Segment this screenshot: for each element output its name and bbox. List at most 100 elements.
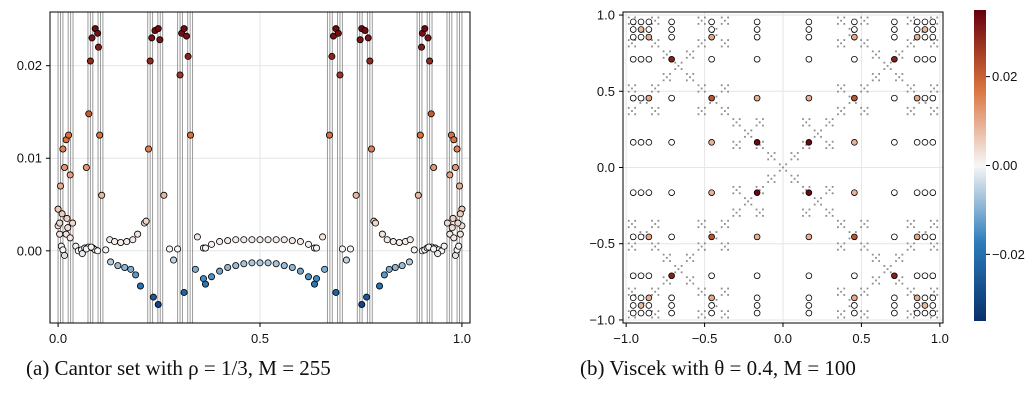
fractal-cell-123 [651, 310, 660, 319]
colorbar-tick-label-1: 0.00 [992, 158, 1017, 173]
fractal-cell-53 [685, 73, 695, 82]
fractal-cell-107 [697, 219, 706, 229]
viscek-point-143 [929, 18, 937, 26]
fractal-cell-122 [627, 287, 637, 296]
viscek-point-80 [805, 55, 813, 63]
cantor-point-146 [426, 57, 434, 65]
fractal-cell-58 [720, 39, 729, 48]
fractal-cell-54 [662, 73, 671, 82]
fractal-cell-51 [685, 50, 695, 59]
panel-a-ticks: 0.0 0.5 1.0 0.00 0.01 0.02 [17, 58, 471, 346]
cantor-point-31 [94, 43, 102, 51]
viscek-point-72 [805, 309, 813, 317]
viscek-point-113 [913, 189, 921, 196]
cantor-point-9 [63, 214, 71, 222]
viscek-point-137 [929, 189, 937, 196]
fractal-cell-63 [651, 39, 660, 48]
cantor-point-121 [366, 57, 374, 65]
viscek-point-49 [708, 302, 715, 309]
viscek-point-51 [708, 272, 715, 280]
viscek-point-64 [753, 233, 761, 241]
cantor-point-182 [58, 210, 66, 218]
colorbar: −0.02 0.00 0.02 [974, 10, 1025, 321]
viscek-point-58 [708, 26, 715, 33]
fractal-cell-19 [802, 208, 811, 217]
cantor-point-58 [166, 245, 174, 253]
fractal-cell-97 [837, 287, 846, 296]
cantor-point-63 [180, 25, 188, 33]
viscek-point-102 [891, 139, 898, 146]
cantor-point-72 [201, 244, 209, 252]
fractal-cell-71 [651, 84, 660, 93]
panel-b-ytick-label-2: 0.0 [597, 160, 615, 175]
cantor-point-27 [86, 57, 94, 65]
cantor-point-51 [148, 34, 156, 42]
viscek-point-81 [805, 33, 813, 41]
cantor-point-112 [332, 288, 340, 296]
cantor-point-167 [455, 182, 463, 190]
cantor-point-57 [160, 191, 168, 199]
viscek-point-43 [668, 94, 675, 102]
cantor-point-130 [389, 238, 397, 246]
viscek-point-39 [668, 272, 675, 280]
cantor-point-87 [201, 280, 209, 288]
viscek-point-74 [805, 294, 813, 302]
cantor-point-8 [61, 163, 69, 171]
cantor-point-97 [280, 262, 288, 270]
panel-b-viscek: −1.0 −0.5 0.0 0.5 1.0 −1.0 −0.5 0.0 0.5 1.0 [589, 8, 949, 346]
viscek-point-23 [637, 18, 645, 26]
cantor-point-80 [264, 236, 272, 244]
fractal-cell-7 [802, 118, 811, 127]
cantor-point-21 [94, 247, 102, 255]
viscek-point-95 [851, 18, 858, 26]
colorbar-ticks: −0.02 0.00 0.02 [986, 69, 1025, 262]
fractal-cell-116 [720, 287, 729, 296]
viscek-point-20 [637, 55, 645, 63]
fractal-cell-68 [720, 106, 729, 116]
cantor-point-56 [154, 300, 162, 308]
panel-b-xtick-label-0: −1.0 [613, 331, 639, 346]
fractal-cell-22 [732, 185, 741, 195]
viscek-point-57 [708, 33, 715, 41]
fractal-cell-11 [755, 118, 764, 127]
fractal-cell-100 [674, 265, 683, 274]
viscek-point-114 [913, 139, 921, 146]
cantor-point-91 [232, 262, 240, 270]
fractal-cell-44 [906, 106, 915, 116]
viscek-point-46 [668, 26, 675, 33]
viscek-point-124 [921, 233, 929, 241]
viscek-point-6 [629, 139, 637, 146]
viscek-point-126 [921, 139, 929, 146]
fractal-cell-75 [883, 265, 892, 274]
viscek-point-92 [851, 55, 858, 63]
viscek-point-94 [851, 26, 858, 33]
fractal-cell-102 [662, 253, 671, 262]
fractal-cell-84 [906, 242, 915, 251]
panel-a-cantor: 0.0 0.5 1.0 0.00 0.01 0.02 [17, 11, 471, 346]
viscek-point-141 [929, 33, 937, 41]
cantor-point-60 [174, 245, 182, 253]
fractal-cell-41 [929, 84, 939, 93]
cantor-point-46 [136, 282, 144, 290]
viscek-point-96 [891, 309, 898, 317]
cantor-point-134 [380, 271, 388, 279]
fractal-cell-42 [906, 84, 915, 93]
viscek-point-22 [637, 26, 645, 33]
cantor-point-100 [304, 273, 312, 281]
viscek-point-26 [645, 294, 653, 302]
cantor-point-104 [321, 265, 329, 273]
caption-a: (a) Cantor set with ρ = 1/3, M = 255 [26, 356, 331, 380]
cantor-point-99 [296, 267, 304, 275]
cantor-point-94 [256, 259, 264, 267]
fractal-cell-0 [778, 163, 788, 172]
fractal-cell-118 [720, 310, 729, 319]
viscek-point-1 [629, 302, 637, 309]
cantor-point-106 [325, 131, 333, 139]
cantor-point-137 [398, 262, 406, 270]
cantor-point-45 [132, 271, 140, 279]
cantor-point-66 [187, 131, 195, 139]
viscek-point-90 [851, 139, 858, 146]
viscek-point-47 [668, 18, 675, 26]
panel-b-ytick-label-1: −0.5 [589, 236, 615, 251]
